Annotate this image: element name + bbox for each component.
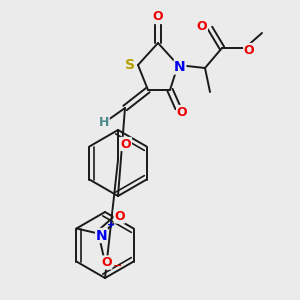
Text: O: O [101,256,112,269]
Text: −: − [113,260,122,271]
Text: N: N [96,229,107,242]
Text: N: N [174,60,186,74]
Text: O: O [177,106,187,118]
Text: +: + [107,220,116,230]
Text: O: O [197,20,207,32]
Text: O: O [121,137,131,151]
Text: O: O [153,11,163,23]
Text: H: H [99,116,109,130]
Text: O: O [244,44,254,56]
Text: O: O [114,210,125,223]
Text: S: S [125,58,135,72]
